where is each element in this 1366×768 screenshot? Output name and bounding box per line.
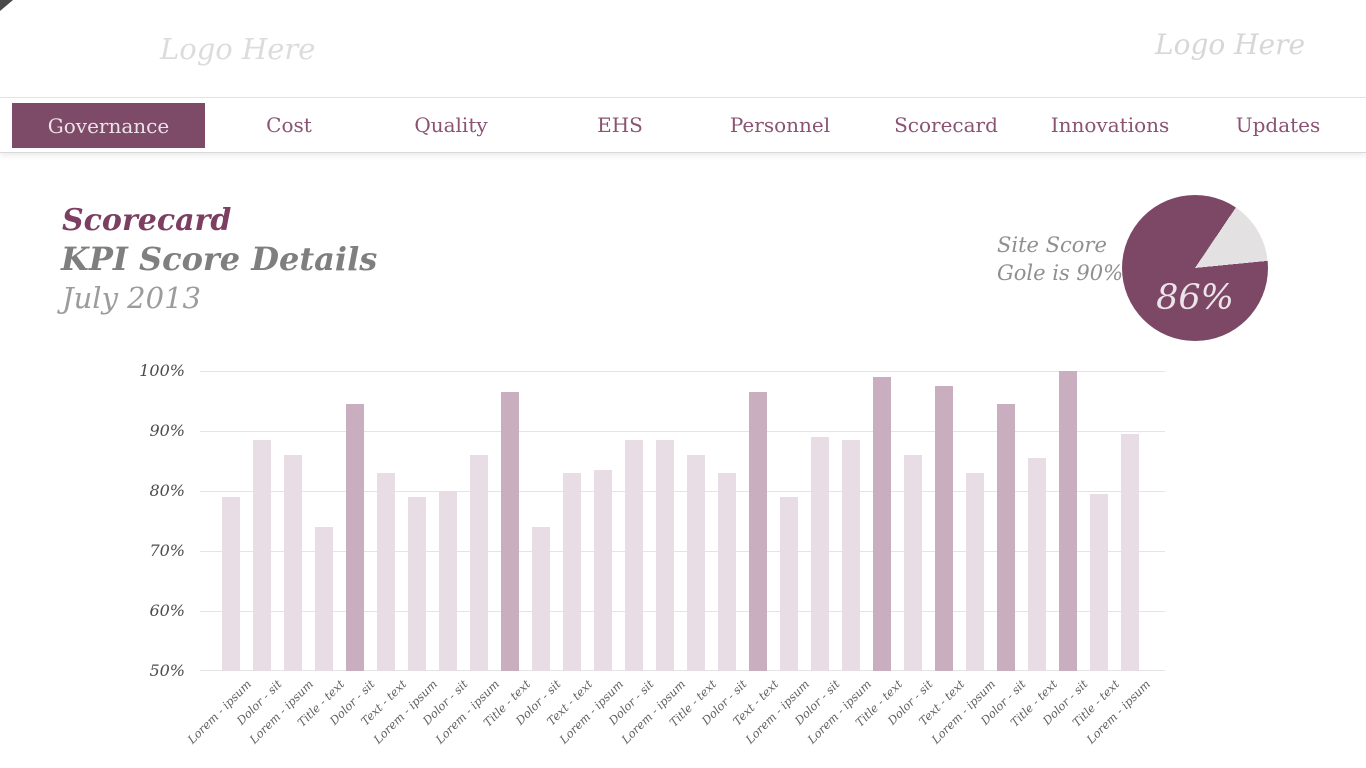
y-axis-tick: 70% (149, 541, 185, 560)
bar (656, 440, 674, 671)
corner-mark (0, 0, 13, 11)
nav-item-innovations[interactable]: Innovations (1050, 113, 1170, 137)
bar (811, 437, 829, 671)
logo-left-placeholder: Logo Here (160, 32, 316, 66)
nav-item-updates[interactable]: Updates (1235, 113, 1321, 137)
bar (780, 497, 798, 671)
bar (408, 497, 426, 671)
site-score-pie-chart: 86% (1122, 195, 1268, 341)
bar (1028, 458, 1046, 671)
y-axis-tick: 50% (149, 661, 185, 680)
bar (315, 527, 333, 671)
page-period: July 2013 (62, 281, 201, 315)
page-title: Scorecard (62, 203, 232, 238)
nav-item-governance[interactable]: Governance (12, 103, 205, 148)
bar (997, 404, 1015, 671)
bar (842, 440, 860, 671)
bar (253, 440, 271, 671)
y-axis-tick: 60% (149, 601, 185, 620)
y-axis-tick: 90% (149, 421, 185, 440)
bar (904, 455, 922, 671)
page-subtitle: KPI Score Details (61, 240, 378, 278)
bar (470, 455, 488, 671)
bar-chart-x-axis: Lorem - ipsum Dolor - sit Lorem - ipsum Tit… (184, 677, 1165, 767)
site-score-caption-line1: Site Score (997, 233, 1107, 257)
site-score-caption: Site Score Gole is 90% (997, 231, 1123, 287)
pie-value-label: 86% (1156, 278, 1234, 318)
bar (966, 473, 984, 671)
logo-right-placeholder: Logo Here (1155, 28, 1306, 61)
bar (284, 455, 302, 671)
bar-chart-plot (200, 371, 1165, 671)
bar (873, 377, 891, 671)
bar (377, 473, 395, 671)
nav-item-personnel[interactable]: Personnel (729, 113, 831, 137)
nav-item-quality[interactable]: Quality (414, 113, 488, 137)
gridline (200, 371, 1165, 372)
bar-chart-y-axis: 100% 90% 80% 70% 60% 50% (118, 361, 185, 680)
y-axis-tick: 100% (139, 361, 185, 380)
nav-item-ehs[interactable]: EHS (597, 113, 643, 137)
y-axis-tick: 80% (149, 481, 185, 500)
gridline (200, 670, 1165, 671)
main-navbar: Governance Cost Quality EHS Personnel Scoreca… (0, 97, 1366, 153)
bar (1090, 494, 1108, 671)
bar (935, 386, 953, 671)
gridline (200, 551, 1165, 552)
bar (346, 404, 364, 671)
bar (439, 491, 457, 671)
nav-item-scorecard[interactable]: Scorecard (894, 113, 998, 137)
nav-item-cost[interactable]: Cost (266, 113, 312, 137)
bar (501, 392, 519, 671)
bar (594, 470, 612, 671)
gridline (200, 431, 1165, 432)
bar (1121, 434, 1139, 671)
bar (749, 392, 767, 671)
bar (718, 473, 736, 671)
bar (625, 440, 643, 671)
bar (532, 527, 550, 671)
site-score-caption-line2: Gole is 90% (997, 261, 1124, 285)
bar (687, 455, 705, 671)
bar (563, 473, 581, 671)
gridline (200, 491, 1165, 492)
bar (222, 497, 240, 671)
gridline (200, 611, 1165, 612)
bar (1059, 371, 1077, 671)
